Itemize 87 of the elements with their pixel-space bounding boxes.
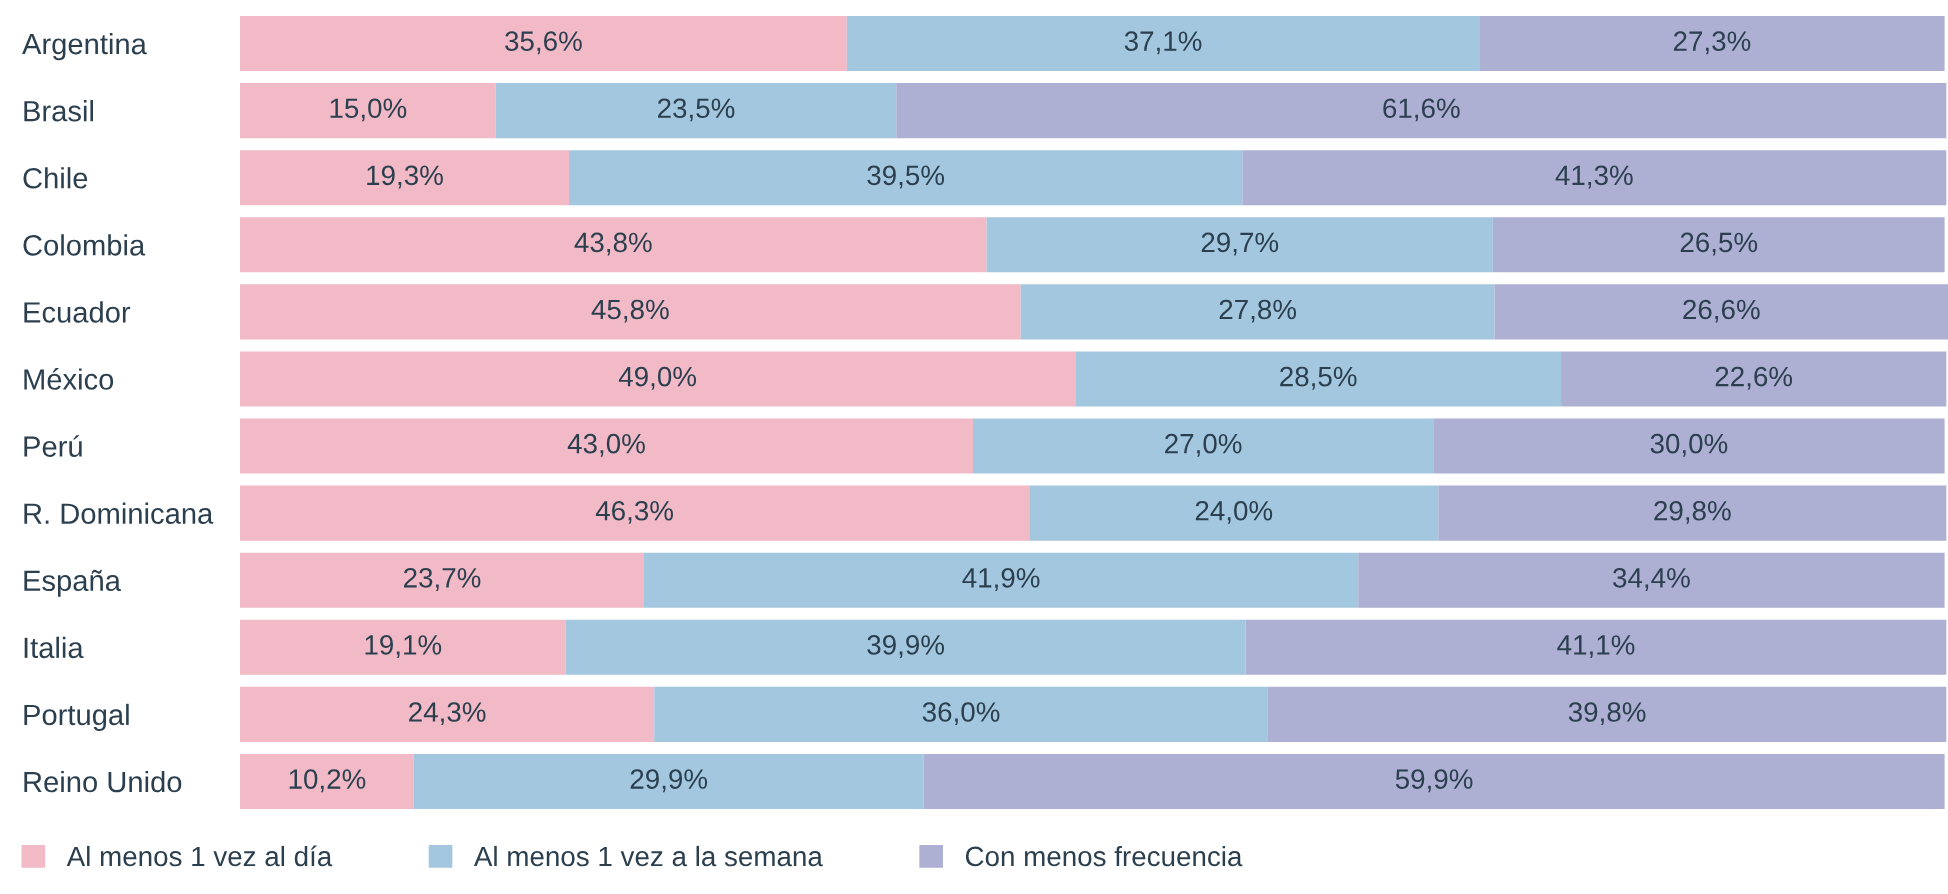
y-tick-label: R. Dominicana	[24, 502, 214, 524]
bar	[240, 284, 1021, 340]
bar	[240, 16, 847, 72]
y-tick-label: México	[24, 368, 114, 390]
data-label: 43,0%	[567, 433, 645, 457]
bar	[896, 83, 1947, 139]
y-tick-label: Ecuador	[24, 301, 131, 323]
data-label: 10,2%	[289, 769, 366, 793]
data-label: 29,8%	[1654, 500, 1731, 524]
bar	[1245, 619, 1947, 675]
bar	[240, 351, 1076, 407]
data-label: 27,8%	[1219, 299, 1297, 323]
data-label: 59,9%	[1395, 769, 1473, 793]
bar	[846, 16, 1480, 72]
data-label: 41,9%	[962, 567, 1040, 591]
data-label: 24,3%	[409, 702, 486, 726]
bar	[1020, 284, 1495, 340]
legend-label: Al menos 1 vez a la semana	[473, 845, 823, 867]
legend-label: Al menos 1 vez al día	[66, 845, 333, 867]
y-tick-label: Chile	[23, 167, 88, 189]
data-label: 27,0%	[1165, 433, 1242, 457]
bar	[1561, 351, 1947, 407]
bar	[923, 753, 1945, 809]
data-label: 46,3%	[595, 500, 674, 524]
bar	[240, 217, 987, 273]
data-label: 24,0%	[1195, 500, 1273, 524]
bar	[1479, 16, 1945, 72]
bar	[240, 753, 414, 809]
data-label: 39,5%	[867, 165, 945, 189]
bar	[986, 217, 1493, 273]
bar	[972, 418, 1434, 474]
bar	[495, 83, 897, 139]
data-label: 34,4%	[1613, 567, 1690, 591]
data-label: 39,9%	[867, 635, 945, 659]
data-label: 41,3%	[1555, 165, 1633, 189]
data-label: 30,0%	[1650, 433, 1728, 457]
data-label: 26,5%	[1680, 232, 1758, 256]
bar	[240, 485, 1030, 541]
y-tick-label: Argentina	[22, 32, 147, 61]
data-label: 15,0%	[330, 98, 407, 122]
bar	[1029, 485, 1439, 541]
bar	[1494, 284, 1948, 340]
y-tick-label: Reino Unido	[24, 770, 182, 793]
bar	[240, 686, 655, 742]
data-label: 29,9%	[630, 769, 708, 793]
data-label: 19,3%	[367, 165, 443, 189]
data-label: 29,7%	[1201, 232, 1279, 256]
bar	[240, 150, 569, 206]
data-label: 22,6%	[1715, 366, 1793, 390]
data-label: 61,6%	[1383, 98, 1460, 122]
bar	[568, 150, 1243, 206]
y-tick-label: Italia	[24, 636, 84, 659]
bar	[413, 753, 924, 809]
bar	[240, 83, 496, 139]
y-tick-label: España	[24, 569, 121, 597]
data-label: 41,1%	[1557, 635, 1635, 659]
bar	[240, 552, 644, 608]
y-tick-label: Colombia	[23, 234, 146, 256]
data-label: 23,7%	[404, 567, 481, 591]
data-label: 45,8%	[591, 299, 669, 323]
data-label: 36,0%	[922, 702, 1000, 726]
bar	[1492, 217, 1945, 273]
bar	[565, 619, 1246, 675]
data-label: 49,0%	[618, 366, 697, 390]
bar	[654, 686, 1268, 742]
data-label: 43,8%	[574, 232, 652, 256]
bar	[1075, 351, 1562, 407]
legend-label: Con menos frecuencia	[965, 845, 1243, 867]
bar	[240, 418, 973, 474]
y-tick-label: Portugal	[24, 703, 129, 731]
data-label: 39,8%	[1568, 702, 1646, 726]
data-label: 27,3%	[1673, 31, 1751, 55]
data-label: 28,5%	[1280, 366, 1357, 390]
data-label: 37,1%	[1124, 31, 1202, 55]
y-tick-label: Perú	[24, 435, 82, 457]
bar	[1438, 485, 1947, 541]
bar	[1358, 552, 1945, 608]
bar	[643, 552, 1359, 608]
data-label: 35,6%	[505, 31, 582, 55]
bar	[1267, 686, 1947, 742]
bar	[1242, 150, 1947, 206]
bar	[1433, 418, 1945, 474]
data-label: 26,6%	[1683, 299, 1760, 323]
bar	[240, 619, 566, 675]
data-label: 23,5%	[658, 98, 735, 122]
y-tick-label: Brasil	[24, 100, 93, 122]
data-label: 19,1%	[365, 635, 442, 659]
